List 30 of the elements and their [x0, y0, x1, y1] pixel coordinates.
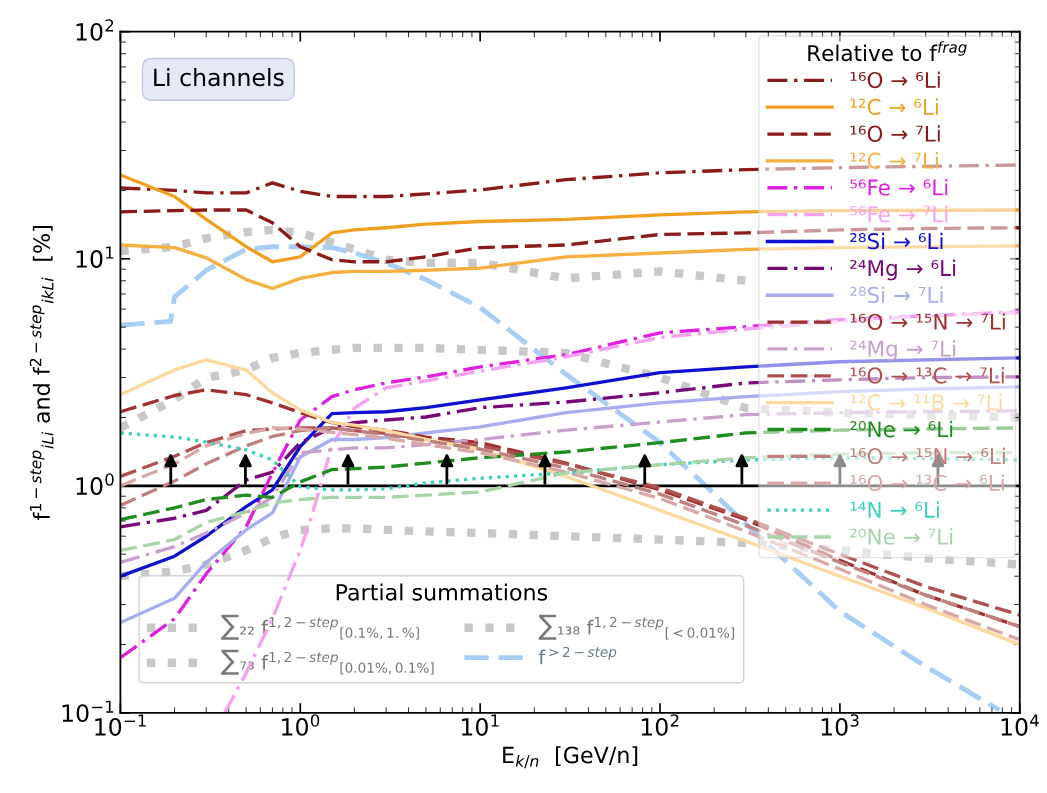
legend-label: ¹⁶O → ⁷Li	[850, 125, 940, 142]
legend-label: ¹⁶O → ¹⁵N → ⁷Li	[850, 313, 1005, 330]
x-tick-label: 10$^{0}$	[282, 714, 320, 736]
y-tick-label: 10$^{2}$	[76, 19, 114, 41]
legend-label: ²⁴Mg → ⁷Li	[850, 340, 956, 361]
legend-label: ⁵⁶Fe → ⁶Li	[850, 178, 948, 196]
x-tick-label: 10$^{1}$	[461, 714, 499, 736]
y-axis-title: f$^{1−step}$$_{iLi}$ and f$^{2−step}$$_{ikLi}$ [%]	[29, 226, 54, 521]
legend-label: ¹²C → ⁷Li	[850, 152, 938, 169]
legend-label: ¹⁴N → ⁶Li	[850, 501, 939, 518]
legend-label: ²⁸Si → ⁶Li	[850, 232, 943, 250]
x-tick-label: 10$^{3}$	[821, 714, 859, 736]
x-tick-label: 10$^{4}$	[1001, 714, 1039, 736]
legend-label: ²⁸Si → ⁷Li	[850, 286, 943, 304]
text: ¹⁶O → ¹⁵N → ⁶Li	[850, 447, 1005, 465]
legend-label: ¹²C → ¹¹B → ⁷Li	[850, 393, 1002, 411]
legend-title: Partial summations	[336, 583, 548, 601]
x-axis-title: E$_{k/n}$ [GeV/n]	[503, 746, 638, 769]
legend-label: ∑₁₃₈ f$^{1,2−step}$$_{[<0.01%]}$	[538, 614, 734, 640]
legend-label: f$^{>2−step}$	[538, 646, 617, 665]
legend-label: ²⁴Mg → ⁶Li	[850, 259, 956, 281]
legend-title: Relative to f$^{frag}$	[808, 41, 967, 62]
legend-label: ∑₇₃ f$^{1,2−step}$$_{[0.01%,0.1%]}$	[221, 649, 434, 675]
legend-label: ²⁰Ne → ⁷Li	[850, 528, 953, 545]
text: Li channels	[154, 67, 284, 87]
y-tick-label: 10$^{0}$	[76, 473, 114, 495]
legend-label: ¹⁶O → ⁶Li	[850, 71, 940, 89]
legend-label: ¹²C → ⁶Li	[850, 98, 938, 116]
x-tick-label: 10$^{2}$	[641, 714, 679, 736]
y-tick-label: 10$^{1}$	[76, 246, 114, 268]
